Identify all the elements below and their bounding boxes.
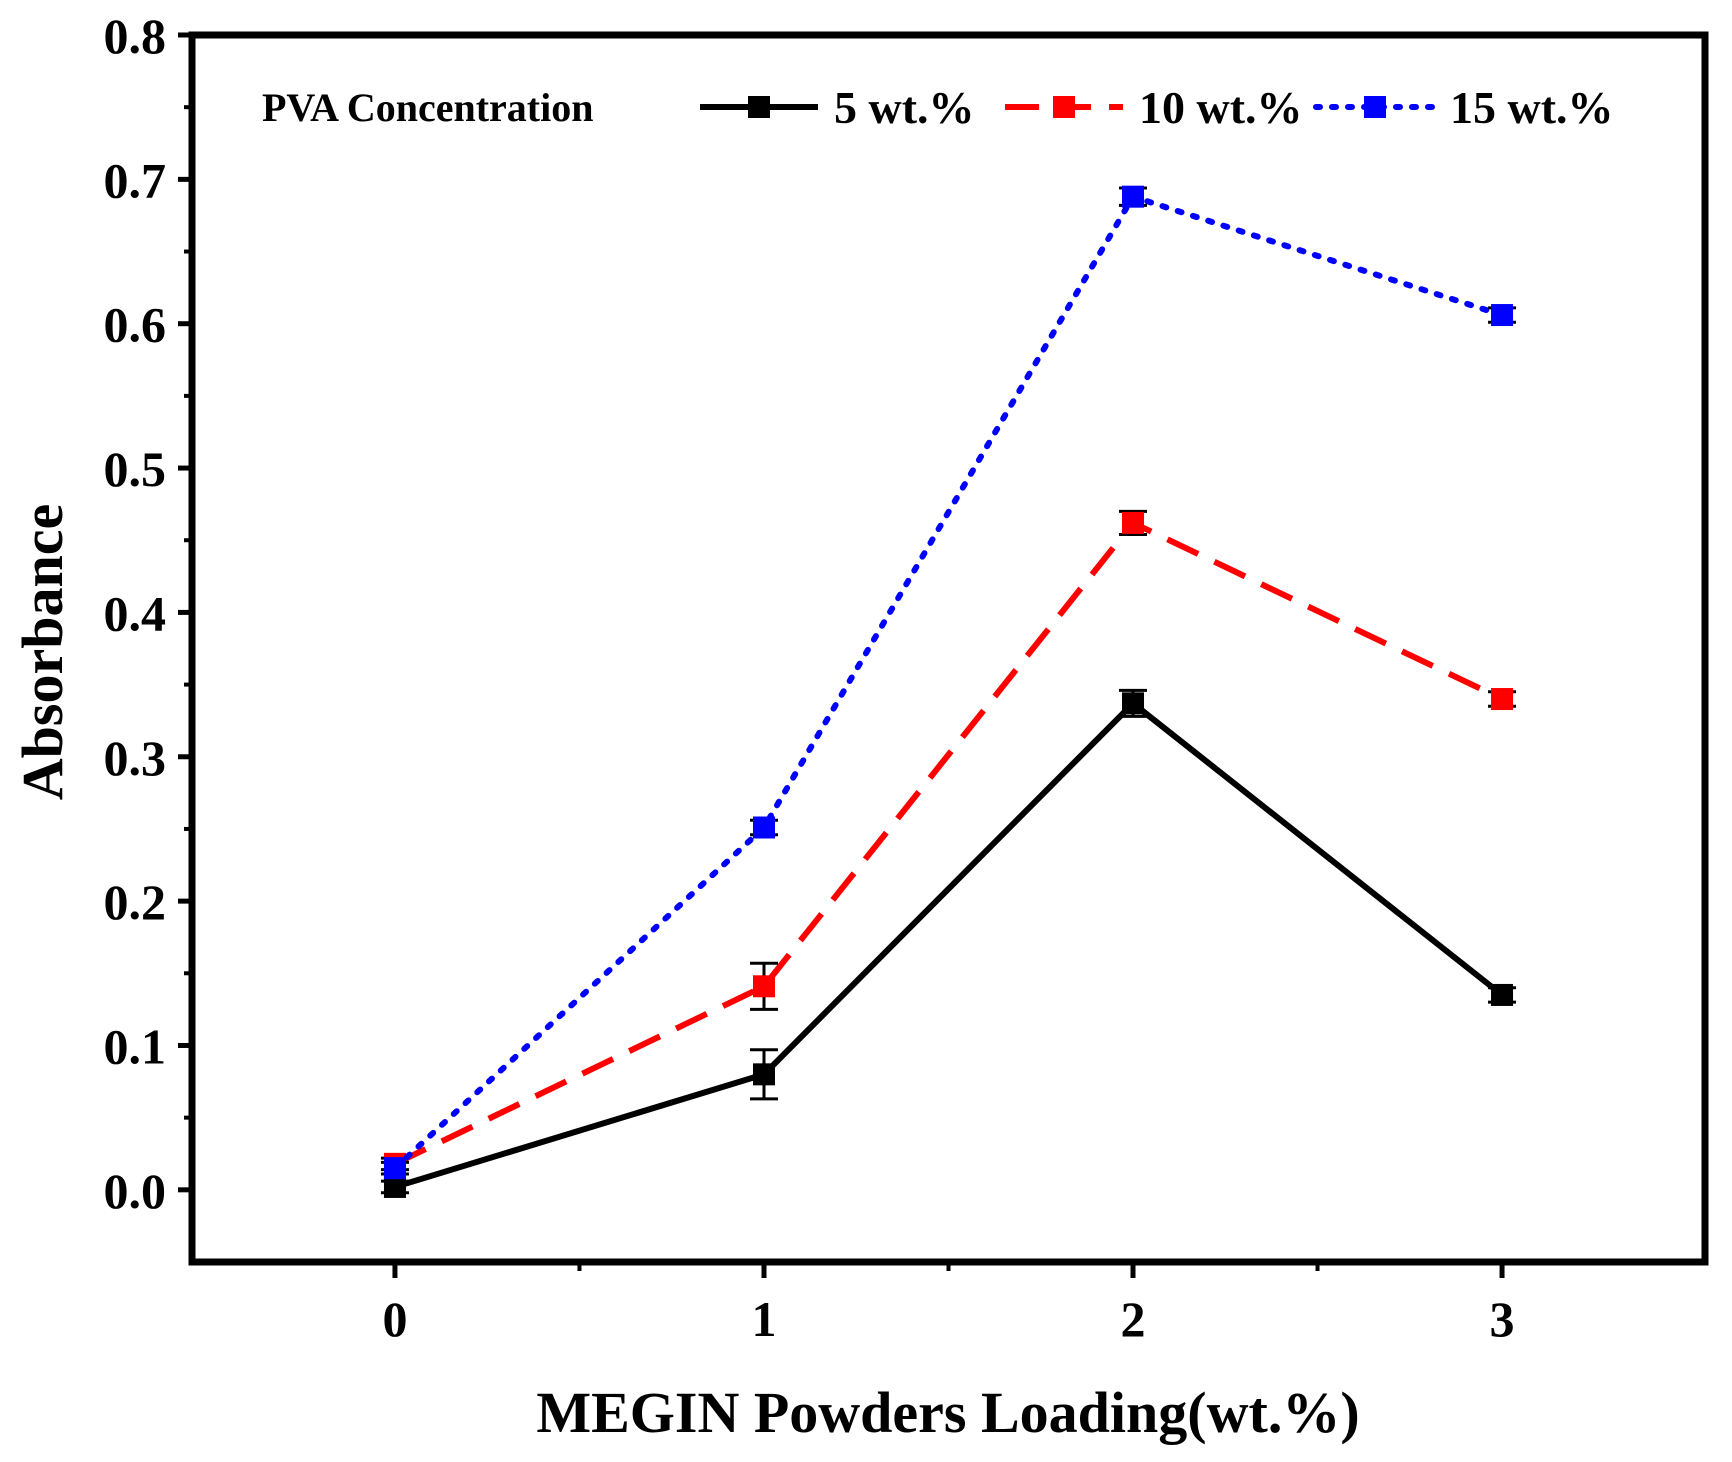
x-axis-title: MEGIN Powders Loading(wt.%) xyxy=(536,1380,1359,1445)
series-10-wt- xyxy=(380,509,1517,1175)
y-axis-title: Absorbance xyxy=(10,504,75,800)
legend-item: 10 wt.% xyxy=(1005,82,1303,133)
data-point xyxy=(1122,692,1145,715)
legend-marker xyxy=(748,96,770,118)
data-point xyxy=(1491,304,1514,327)
y-tick-label: 0.1 xyxy=(104,1018,167,1074)
y-tick-label: 0.8 xyxy=(104,8,167,64)
series-line xyxy=(391,193,1506,1172)
y-tick-label: 0.2 xyxy=(104,874,167,930)
legend-marker xyxy=(1053,96,1075,118)
data-point xyxy=(1491,688,1514,711)
data-point xyxy=(1122,185,1145,208)
legend-label: 10 wt.% xyxy=(1139,82,1303,133)
legend: PVA Concentration 5 wt.% 10 wt.% 15 wt.% xyxy=(262,82,1614,133)
legend-title: PVA Concentration xyxy=(262,85,593,130)
data-point xyxy=(383,1175,406,1198)
y-tick-label: 0.0 xyxy=(104,1163,167,1219)
plot-frame xyxy=(188,31,1709,1266)
data-point xyxy=(752,1063,775,1086)
data-point xyxy=(383,1157,406,1180)
data-point xyxy=(752,816,775,839)
y-tick-label: 0.5 xyxy=(104,441,167,497)
y-tick-label: 0.4 xyxy=(104,585,167,641)
x-tick-label: 2 xyxy=(1121,1291,1146,1347)
series-layer xyxy=(380,185,1517,1198)
series-line xyxy=(394,699,1504,1190)
x-tick-label: 0 xyxy=(382,1291,407,1347)
series-line xyxy=(393,519,1504,1167)
legend-label: 15 wt.% xyxy=(1450,82,1614,133)
y-tick-label: 0.3 xyxy=(104,730,167,786)
legend-marker xyxy=(1364,96,1386,118)
series-5-wt- xyxy=(380,688,1517,1198)
axes-layer: 0.0 0.1 0.2 0.3 0.4 0.5 0.6 0.7 0.8 0 1 2 3 xyxy=(104,8,1709,1347)
y-tick-label: 0.7 xyxy=(104,152,167,208)
y-tick-label: 0.6 xyxy=(104,297,167,353)
series-15-wt- xyxy=(380,185,1517,1180)
legend-label: 5 wt.% xyxy=(834,82,975,133)
x-tick-label: 1 xyxy=(751,1291,776,1347)
x-tick-label: 3 xyxy=(1490,1291,1515,1347)
legend-item: 15 wt.% xyxy=(1313,82,1614,133)
data-point xyxy=(1122,511,1145,534)
data-point xyxy=(1491,983,1514,1006)
data-point xyxy=(752,975,775,998)
legend-item: 5 wt.% xyxy=(700,82,975,133)
